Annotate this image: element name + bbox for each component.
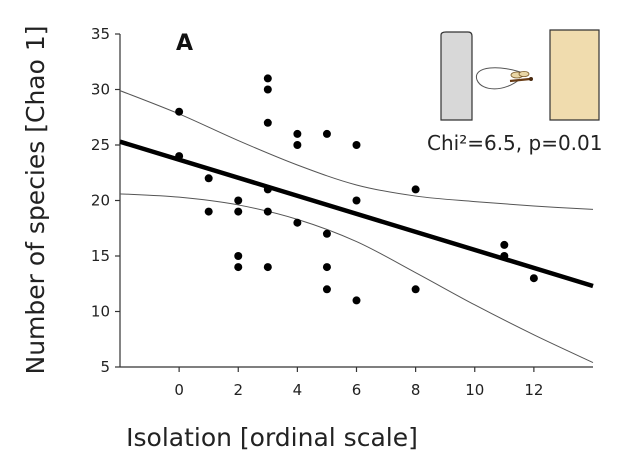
axes: 5 10 15 20 25 30 35 0 2 4 6 8 10 12: [91, 25, 593, 399]
data-point: [500, 252, 509, 260]
inset-insect-icon: [509, 71, 533, 83]
x-tick-label: 0: [174, 381, 184, 399]
data-point: [352, 196, 361, 205]
data-point: [263, 85, 272, 94]
x-tick-label: 8: [411, 381, 421, 399]
data-point: [263, 263, 272, 272]
data-points: [175, 74, 538, 305]
data-point: [263, 118, 272, 127]
data-point: [293, 218, 302, 227]
x-tick-label: 2: [233, 381, 243, 399]
y-tick-label: 35: [91, 25, 110, 43]
data-point: [263, 207, 272, 216]
data-point: [322, 129, 331, 138]
y-tick-label: 25: [91, 136, 110, 154]
y-tick-label: 20: [91, 192, 110, 210]
data-point: [234, 207, 243, 216]
data-point: [204, 207, 213, 216]
chi-square-annotation: Chi²=6.5, p=0.01: [427, 131, 602, 155]
confidence-bands: [119, 90, 594, 364]
regression-line: [119, 139, 594, 289]
inset-pillar-left: [440, 31, 473, 121]
data-point: [263, 74, 272, 83]
y-tick-label: 15: [91, 247, 110, 265]
y-tick-label: 5: [100, 358, 110, 376]
data-point: [322, 229, 331, 238]
ci-lower-curve: [119, 193, 594, 364]
data-point: [175, 152, 184, 161]
y-tick-label: 10: [91, 303, 110, 321]
data-point: [263, 185, 272, 194]
x-axis-title: Isolation [ordinal scale]: [126, 423, 418, 452]
panel-label: A: [176, 31, 193, 56]
data-point: [352, 141, 361, 149]
data-point: [529, 274, 538, 283]
x-tick-label: 6: [352, 381, 362, 399]
data-point: [204, 174, 213, 183]
data-point: [322, 285, 331, 294]
x-tick-label: 4: [293, 381, 303, 399]
x-tick-label: 12: [524, 381, 543, 399]
inset-illustration: [440, 29, 600, 121]
y-tick-label: 30: [91, 81, 110, 99]
data-point: [411, 185, 420, 194]
data-point: [322, 263, 331, 272]
data-point: [175, 107, 184, 116]
x-tick-label: 10: [465, 381, 484, 399]
data-point: [234, 252, 243, 260]
inset-pillar-right: [549, 29, 600, 121]
ci-upper-curve: [119, 90, 594, 210]
data-point: [234, 263, 243, 272]
y-axis-title: Number of species [Chao 1]: [21, 25, 50, 374]
data-point: [411, 285, 420, 294]
data-point: [500, 240, 509, 249]
regression-line-group: [119, 139, 594, 289]
data-point: [293, 129, 302, 138]
inset-flight-path: [476, 67, 527, 90]
data-point: [293, 141, 302, 149]
data-point: [352, 296, 361, 305]
data-point: [234, 196, 243, 205]
